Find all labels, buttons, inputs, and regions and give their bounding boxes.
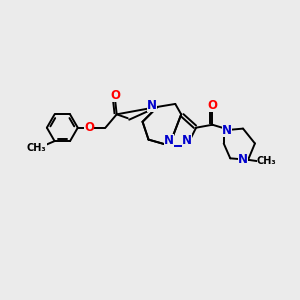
Text: N: N: [182, 134, 192, 147]
Text: N: N: [238, 153, 248, 166]
Text: O: O: [84, 121, 94, 134]
Text: O: O: [207, 99, 218, 112]
Text: CH₃: CH₃: [257, 156, 277, 166]
Text: N: N: [147, 99, 157, 112]
Text: CH₃: CH₃: [27, 143, 46, 153]
Text: N: N: [222, 124, 232, 136]
Text: N: N: [164, 134, 174, 147]
Text: O: O: [110, 89, 120, 102]
